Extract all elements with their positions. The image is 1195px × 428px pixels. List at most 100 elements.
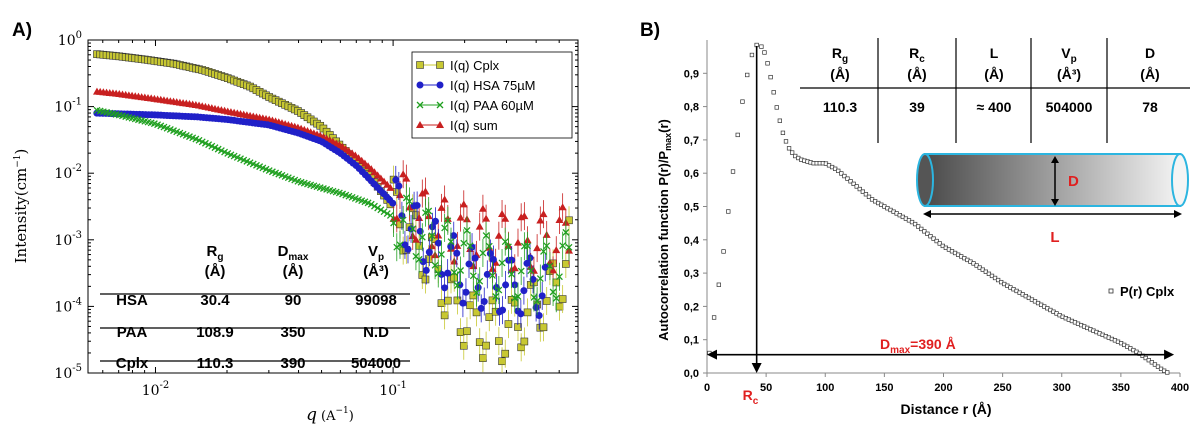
paa-point — [514, 293, 522, 300]
table-header: Rg — [832, 45, 848, 65]
hsa-point — [517, 310, 525, 318]
cplx-point — [436, 61, 444, 69]
cplx-point — [501, 349, 510, 358]
hsa-point — [444, 269, 452, 277]
sum-point — [411, 235, 420, 243]
sum-point — [510, 264, 519, 272]
sum-point — [555, 216, 564, 224]
paa-point — [495, 286, 503, 294]
paa-point — [559, 242, 567, 250]
pr-point — [1143, 355, 1148, 361]
table-header-unit: (Å) — [205, 263, 226, 280]
sum-point — [552, 246, 561, 254]
hsa-point — [453, 249, 461, 257]
pr-point — [1137, 351, 1142, 356]
hsa-point — [508, 256, 516, 264]
table-cell: N.D — [363, 324, 389, 341]
sum-point — [494, 231, 503, 239]
paa-point — [517, 267, 525, 275]
pr-point — [783, 139, 789, 144]
pr-point — [839, 171, 844, 176]
table-header-unit: (Å) — [830, 66, 849, 82]
b-x-tick-label: 200 — [934, 382, 952, 394]
paa-point — [508, 270, 516, 278]
hsa-point — [471, 254, 479, 262]
paa-point — [504, 243, 512, 251]
panel-a-y-axis-label: Intensity(cm−1) — [12, 149, 30, 264]
cplx-point — [504, 320, 513, 328]
table-header-unit: (Å³) — [1057, 66, 1081, 82]
hsa-point — [486, 249, 494, 257]
b-x-tick-label: 300 — [1053, 382, 1071, 394]
paa-point — [371, 202, 378, 210]
table-header: Dmax — [278, 243, 309, 263]
pr-point — [857, 186, 862, 192]
table-cell: ≈ 400 — [977, 99, 1012, 115]
paa-point — [482, 232, 490, 240]
paa-point — [552, 294, 560, 302]
panel-a-label: A) — [12, 20, 32, 41]
paa-point — [450, 268, 458, 276]
paa-point — [377, 206, 385, 214]
pr-point — [716, 282, 721, 287]
paa-point — [549, 288, 557, 296]
pr-point — [842, 173, 847, 179]
pr-point — [735, 132, 740, 138]
hsa-point — [459, 299, 467, 307]
hsa-point — [441, 284, 449, 292]
legend-entry: I(q) HSA 75µM — [450, 78, 536, 93]
paa-point — [416, 101, 424, 109]
paa-point — [463, 226, 471, 234]
hsa-point — [465, 260, 473, 268]
paa-point — [415, 255, 423, 263]
paa-point — [473, 289, 480, 297]
b-y-tick-label: 0,8 — [684, 102, 699, 114]
cplx-point — [482, 341, 490, 350]
sum-point — [440, 195, 449, 203]
paa-point — [431, 261, 439, 269]
b-y-tick-label: 0,5 — [684, 202, 699, 214]
paa-point — [409, 225, 417, 233]
pr-point — [934, 238, 939, 244]
rc-label: Rc — [743, 387, 759, 407]
cplx-point — [555, 302, 564, 311]
b-y-tick-label: 0,9 — [684, 68, 699, 80]
paa-point — [441, 224, 449, 232]
legend-marker — [1108, 288, 1114, 294]
table-header: Rc — [909, 45, 925, 65]
cplx-point — [466, 301, 474, 310]
cplx-point — [479, 354, 487, 362]
hsa-point — [428, 223, 436, 231]
sum-point — [513, 238, 522, 246]
pr-point — [866, 194, 872, 199]
legend-entry: I(q) Cplx — [450, 58, 500, 73]
hsa-point — [477, 304, 485, 312]
hsa-point — [535, 312, 543, 320]
hsa-point — [422, 266, 430, 274]
paa-point — [565, 243, 573, 251]
b-y-tick-label: 0,1 — [684, 335, 699, 347]
series-circle — [93, 109, 549, 330]
b-x-tick-label: 400 — [1171, 382, 1189, 394]
table-header: D — [1145, 45, 1155, 61]
pr-point — [786, 146, 792, 151]
pr-point — [789, 150, 795, 155]
cplx-point — [416, 61, 424, 69]
pr-point — [922, 229, 927, 234]
paa-point — [425, 207, 433, 215]
paa-point — [540, 247, 547, 255]
legend-entry: P(r) Cplx — [1120, 284, 1175, 299]
paa-point — [386, 211, 394, 219]
pr-point — [919, 226, 924, 232]
y-tick-label: 10-4 — [54, 296, 82, 315]
b-x-tick-label: 50 — [760, 382, 772, 394]
table-cell: 99098 — [355, 292, 397, 309]
hsa-point — [413, 201, 421, 209]
paa-point — [453, 282, 461, 289]
hsa-point — [499, 306, 507, 314]
paa-point — [383, 210, 391, 218]
table-cell: 90 — [285, 292, 302, 309]
sum-point — [533, 244, 542, 252]
sum-point — [395, 191, 404, 199]
paa-point — [466, 242, 474, 250]
